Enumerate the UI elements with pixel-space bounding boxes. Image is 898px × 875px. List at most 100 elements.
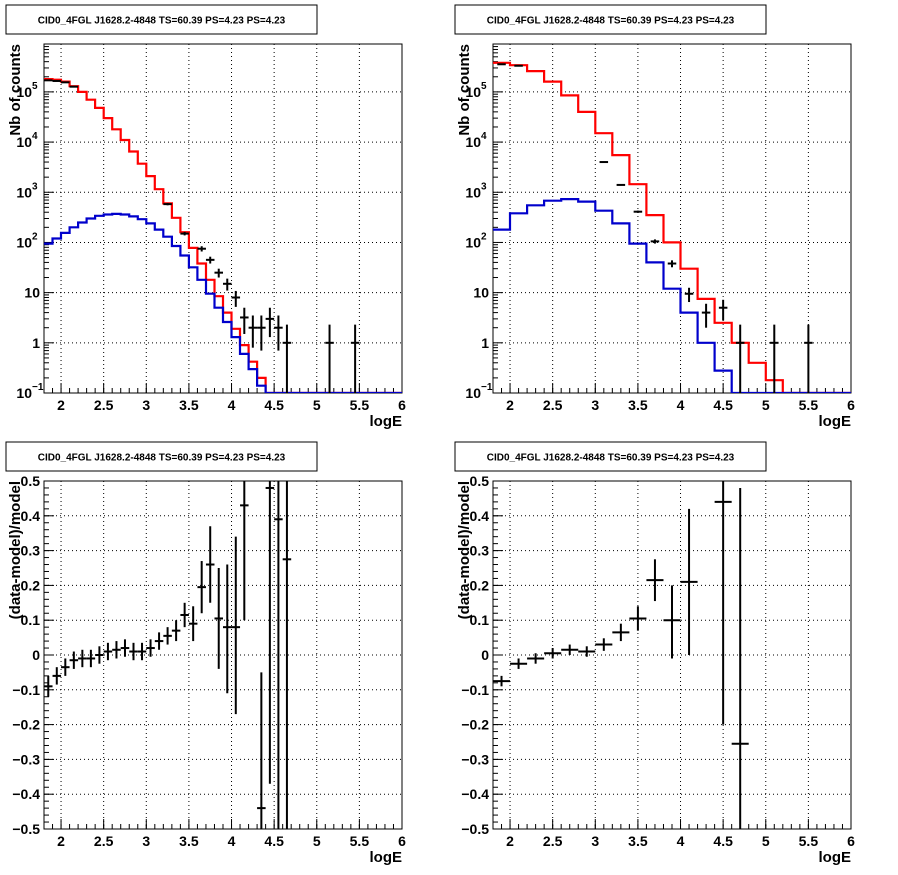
data-point	[44, 79, 53, 82]
y-tick-label: 1	[32, 335, 40, 351]
x-tick-label: 4	[677, 833, 685, 849]
model-source-line	[493, 198, 851, 393]
data-point	[52, 79, 62, 82]
data-point	[274, 315, 283, 351]
x-tick-label: 3	[142, 397, 150, 413]
x-tick-label: 2	[57, 833, 65, 849]
y-tick-label: 0.5	[470, 473, 490, 489]
y-tick-label: 10 3	[465, 181, 487, 200]
data-point	[282, 481, 292, 829]
data-point	[493, 675, 511, 687]
data-point	[120, 639, 130, 657]
data-point	[510, 658, 528, 669]
data-point	[599, 161, 609, 164]
x-tick-label: 4.5	[264, 397, 284, 413]
data-point	[633, 210, 643, 213]
y-tick-label: 0	[32, 647, 40, 663]
x-tick-label: 3	[591, 397, 599, 413]
data-point	[684, 287, 694, 303]
data-point	[257, 672, 266, 829]
data-point	[714, 481, 732, 725]
y-tick-label: 10	[24, 285, 40, 301]
data-point	[616, 183, 626, 186]
data-point	[240, 481, 249, 621]
data-point	[663, 585, 681, 659]
chart-panel-4: 2 2.5 3 3.5 4 4.5 5 5.5 6 −0.5 −0.4 −0.3 −0.2 −0.1 0 0.…	[454, 441, 855, 866]
data-point	[680, 508, 698, 655]
y-tick-label: −0.3	[12, 751, 40, 767]
data-point	[578, 646, 596, 657]
data-point	[701, 303, 711, 328]
y-tick-label: 0.3	[470, 543, 490, 559]
y-tick-exponent: −1	[32, 382, 44, 393]
y-tick-label: −0.1	[461, 682, 489, 698]
y-tick-label: 10 3	[16, 181, 38, 200]
chart-title-box	[5, 441, 318, 472]
y-tick-label: −0.2	[12, 717, 40, 733]
y-tick-base: 10	[465, 184, 481, 200]
chart-title: CID0_4FGL J1628.2-4848 TS=60.39 PS=4.23 …	[487, 16, 735, 27]
y-axis-label: (data-model)/model	[456, 481, 473, 619]
y-tick-base: 10	[16, 385, 32, 401]
y-tick-exponent: 2	[32, 231, 38, 242]
x-axis-label: logE	[819, 413, 852, 430]
data-point	[163, 203, 172, 206]
data-point	[223, 278, 232, 291]
x-axis-label: logE	[370, 849, 403, 866]
x-tick-label: 5.5	[799, 833, 819, 849]
y-tick-label: 1	[481, 335, 489, 351]
data-point	[595, 638, 613, 651]
chart-title: CID0_4FGL J1628.2-4848 TS=60.39 PS=4.23 …	[38, 16, 286, 27]
chart-title: CID0_4FGL J1628.2-4848 TS=60.39 PS=4.23 …	[487, 453, 735, 464]
y-tick-label: −0.5	[12, 821, 40, 837]
x-tick-label: 5.5	[799, 397, 819, 413]
y-tick-exponent: −1	[481, 382, 493, 393]
data-point	[718, 299, 728, 321]
data-point	[248, 315, 258, 348]
y-tick-label: 10 4	[16, 131, 38, 150]
y-tick-base: 10	[465, 385, 481, 401]
x-tick-label: 3.5	[179, 397, 199, 413]
x-tick-label: 3.5	[628, 397, 648, 413]
x-tick-label: 4	[228, 833, 236, 849]
data-point	[231, 290, 241, 307]
y-tick-exponent: 3	[32, 181, 38, 192]
model-source-line	[44, 212, 402, 393]
data-point	[171, 620, 181, 642]
x-tick-label: 5.5	[350, 397, 370, 413]
data-point	[61, 81, 70, 84]
x-tick-label: 5	[762, 397, 770, 413]
plot-area	[44, 78, 402, 393]
data-point	[197, 246, 206, 252]
data-point	[214, 568, 223, 669]
y-tick-label: 10 −1	[16, 382, 43, 401]
y-tick-label: −0.4	[461, 786, 489, 802]
y-tick-base: 1	[32, 335, 40, 351]
data-point	[731, 487, 749, 829]
x-tick-label: 2	[57, 397, 65, 413]
y-tick-label: 0.5	[21, 473, 41, 489]
x-tick-label: 4.5	[264, 833, 284, 849]
y-tick-base: 10	[16, 184, 32, 200]
y-tick-base: 10	[465, 134, 481, 150]
data-point	[146, 639, 155, 657]
y-tick-label: −0.2	[461, 717, 489, 733]
y-tick-label: 0.2	[470, 577, 490, 593]
y-tick-base: 10	[465, 234, 481, 250]
y-tick-label: 10 4	[465, 131, 487, 150]
data-point	[667, 260, 677, 268]
chart-panel-3: 2 2.5 3 3.5 4 4.5 5 5.5 6 −0.5 −0.4 −0.3 −0.2 −0.1 0 0.…	[5, 441, 406, 866]
y-tick-exponent: 2	[481, 231, 487, 242]
y-tick-label: 0.4	[21, 508, 41, 524]
data-point	[265, 307, 275, 338]
x-tick-label: 2	[506, 833, 514, 849]
y-tick-label: 10 −1	[465, 382, 492, 401]
y-tick-exponent: 5	[481, 81, 487, 92]
x-tick-label: 3.5	[179, 833, 199, 849]
data-point	[265, 481, 275, 784]
data-point	[112, 641, 121, 659]
y-axis-label: Nb of counts	[7, 44, 24, 136]
y-tick-base: 10	[465, 84, 481, 100]
data-point	[257, 315, 266, 351]
data-point	[95, 646, 104, 664]
